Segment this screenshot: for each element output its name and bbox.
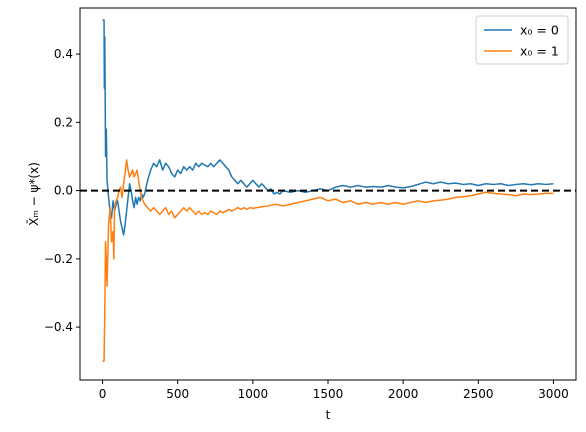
y-tick-label: 0.4	[54, 47, 73, 61]
legend-box	[475, 15, 569, 65]
legend-label-x0-0: x₀ = 0	[520, 23, 559, 38]
legend-label-x0-1: x₀ = 1	[520, 44, 559, 59]
x-tick-label: 3000	[538, 387, 569, 401]
series-line-1	[102, 159, 554, 362]
x-tick-label: 2500	[463, 387, 494, 401]
y-axis: −0.4 −0.2 0.0 0.2 0.4	[44, 47, 80, 334]
plot-lines	[102, 19, 554, 362]
y-axis-label: X̄ₘ − ψ*(x)	[27, 162, 41, 226]
y-tick-label: −0.4	[44, 320, 73, 334]
x-tick-label: 2000	[388, 387, 419, 401]
x-tick-label: 1500	[313, 387, 344, 401]
y-tick-label: 0.0	[54, 184, 73, 198]
legend: x₀ = 0 x₀ = 1	[475, 15, 569, 65]
y-tick-label: 0.2	[54, 115, 73, 129]
x-tick-label: 0	[99, 387, 107, 401]
x-axis-label: t	[326, 408, 331, 422]
series-line-0	[102, 19, 554, 236]
x-tick-label: 1000	[238, 387, 269, 401]
x-axis: 0 500 1000 1500 2000 2500 3000	[99, 380, 569, 401]
x-tick-label: 500	[166, 387, 189, 401]
y-tick-label: −0.2	[44, 252, 73, 266]
